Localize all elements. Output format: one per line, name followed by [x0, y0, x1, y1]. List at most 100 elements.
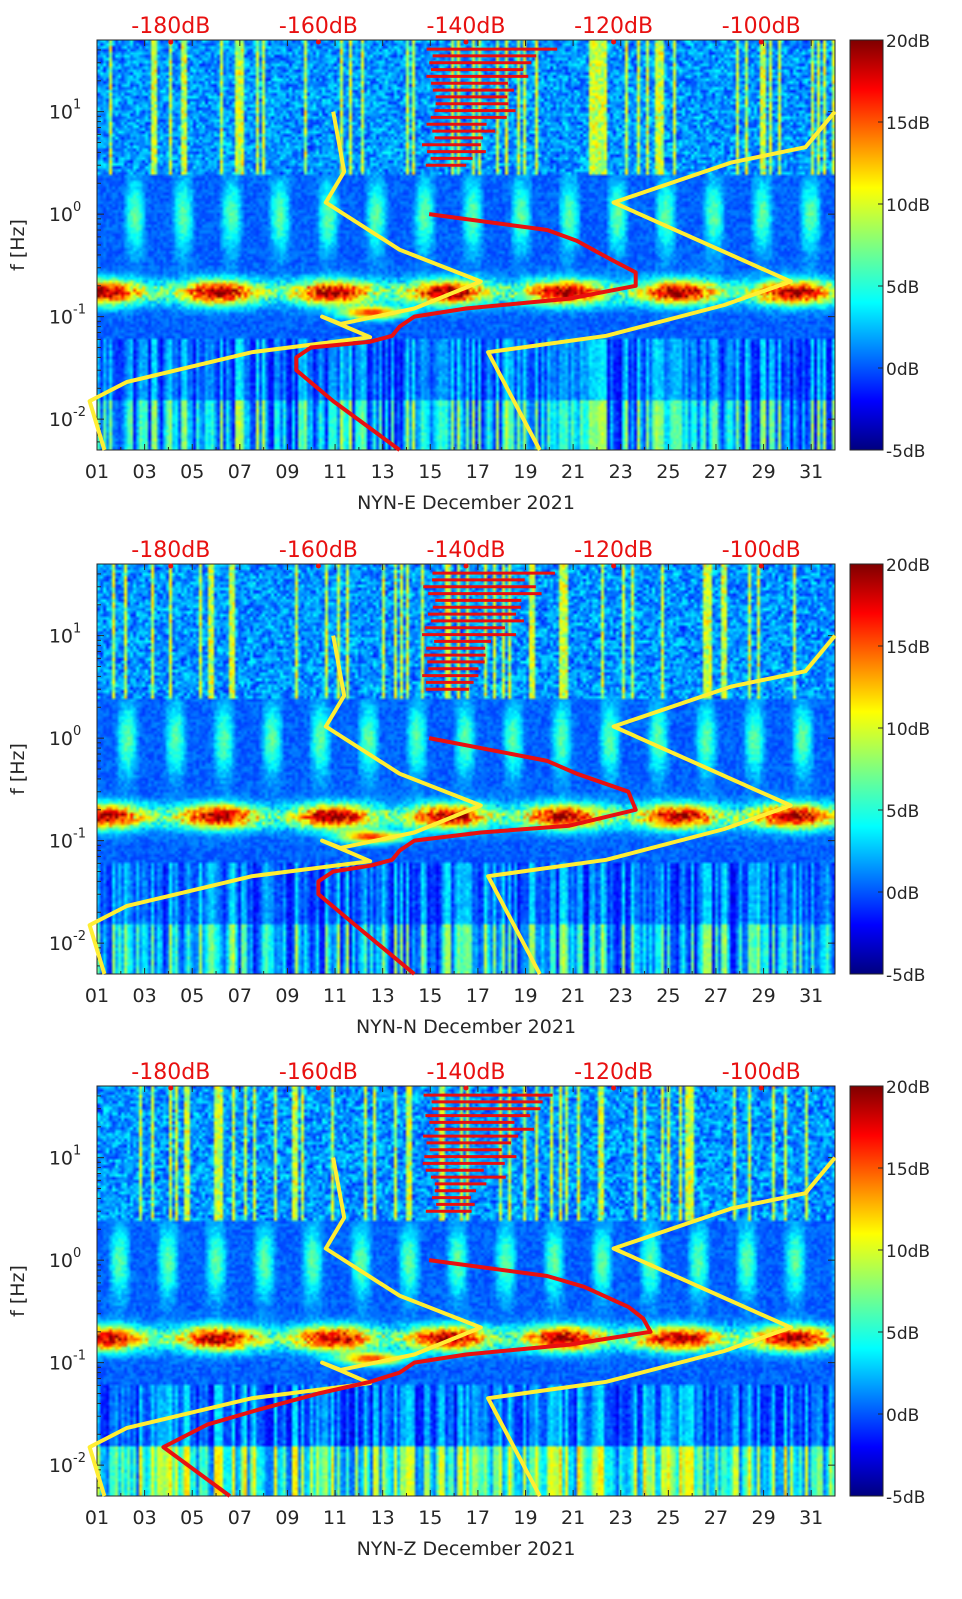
- colorbar: 20dB 15dB 10dB 5dB 0dB -5dB: [849, 556, 930, 986]
- colorbar-tick-label: 20dB: [886, 1078, 930, 1098]
- colorbar-tick-label: -5dB: [886, 442, 925, 462]
- x-tick-label: 21: [561, 461, 585, 483]
- y-tick-label: 10: [49, 204, 73, 226]
- y-axis-label: f [Hz]: [7, 743, 29, 795]
- y-tick-label: 10: [49, 102, 73, 124]
- colorbar-gradient: [849, 1085, 884, 1497]
- x-tick-label: 17: [466, 985, 490, 1007]
- colorbar-tick-label: 15dB: [886, 1160, 930, 1180]
- upper-noise-model-line: [87, 111, 483, 451]
- x-axis-label: NYN-E December 2021: [357, 492, 575, 514]
- x-tick-label: 13: [371, 1507, 395, 1529]
- y-tick-exponent: 0: [73, 724, 81, 739]
- y-tick-label: 10: [49, 307, 73, 329]
- x-tick-label: 13: [371, 985, 395, 1007]
- colorbar-tick-label: 5dB: [886, 278, 919, 298]
- x-tick-label: 07: [228, 461, 252, 483]
- x-tick-label: 15: [418, 461, 442, 483]
- x-tick-label: 29: [751, 985, 775, 1007]
- lower-noise-model-line: [486, 634, 837, 975]
- upper-noise-model-line: [87, 635, 483, 975]
- psd-percentile-line: [294, 212, 638, 452]
- y-tick-exponent: -2: [73, 1451, 86, 1466]
- colorbar-tick-label: 10dB: [886, 1242, 930, 1262]
- top-db-label: -160dB: [279, 538, 358, 563]
- lower-noise-model-line: [486, 1156, 837, 1497]
- top-db-marker: [315, 1085, 321, 1091]
- y-tick-exponent: -2: [73, 929, 86, 944]
- x-tick-label: 23: [609, 461, 633, 483]
- colorbar-gradient: [849, 39, 884, 451]
- colorbar: 20dB 15dB 10dB 5dB 0dB -5dB: [849, 1078, 930, 1508]
- colorbar: 20dB 15dB 10dB 5dB 0dB -5dB: [849, 32, 930, 462]
- top-db-marker: [463, 563, 469, 569]
- x-tick-label: 27: [704, 1507, 728, 1529]
- y-tick-exponent: -1: [73, 303, 86, 318]
- top-db-marker: [315, 39, 321, 45]
- psd-high-frequency-comb: [422, 1093, 553, 1213]
- top-db-label: -120dB: [574, 538, 653, 563]
- x-tick-label: 29: [751, 1507, 775, 1529]
- y-axis-label: f [Hz]: [7, 1265, 29, 1317]
- x-tick-label: 31: [799, 1507, 823, 1529]
- x-tick-label: 31: [799, 461, 823, 483]
- x-tick-label: 01: [85, 985, 109, 1007]
- x-tick-label: 03: [133, 461, 157, 483]
- colorbar-gradient: [849, 563, 884, 975]
- colorbar-tick-label: 0dB: [886, 360, 919, 380]
- x-tick-label: 27: [704, 461, 728, 483]
- top-db-marker: [758, 563, 764, 569]
- colorbar-tick-label: 5dB: [886, 1324, 919, 1344]
- colorbar-tick-label: 0dB: [886, 884, 919, 904]
- psd-percentile-line: [161, 1258, 653, 1498]
- top-db-marker: [168, 39, 174, 45]
- y-tick-label: 10: [49, 1148, 73, 1170]
- x-tick-label: 21: [561, 1507, 585, 1529]
- x-tick-label: 21: [561, 985, 585, 1007]
- x-tick-label: 17: [466, 1507, 490, 1529]
- x-tick-label: 25: [656, 1507, 680, 1529]
- colorbar-tick-label: 0dB: [886, 1406, 919, 1426]
- top-db-marker: [611, 1085, 617, 1091]
- top-db-marker: [463, 39, 469, 45]
- x-tick-label: 23: [609, 1507, 633, 1529]
- y-tick-label: 10: [49, 1250, 73, 1272]
- x-tick-label: 23: [609, 985, 633, 1007]
- x-tick-label: 15: [418, 985, 442, 1007]
- top-db-label: -140dB: [427, 1060, 506, 1085]
- y-tick-label: 10: [49, 933, 73, 955]
- y-tick-exponent: 1: [73, 622, 81, 637]
- y-tick-label: 10: [49, 831, 73, 853]
- psd-percentile-line: [316, 736, 638, 976]
- top-db-marker: [611, 563, 617, 569]
- top-db-label: -140dB: [427, 538, 506, 563]
- y-tick-label: 10: [49, 1455, 73, 1477]
- spectrogram-image: [97, 1086, 835, 1496]
- top-db-label: -180dB: [131, 1060, 210, 1085]
- y-tick-exponent: 1: [73, 1144, 81, 1159]
- colorbar-tick-label: 20dB: [886, 32, 930, 52]
- top-db-label: -100dB: [722, 1060, 801, 1085]
- spectrogram-image: [97, 564, 835, 974]
- x-tick-label: 05: [180, 985, 204, 1007]
- x-tick-label: 09: [275, 1507, 299, 1529]
- y-tick-label: 10: [49, 728, 73, 750]
- colorbar-tick-label: 10dB: [886, 720, 930, 740]
- top-db-marker: [463, 1085, 469, 1091]
- y-axis-label: f [Hz]: [7, 219, 29, 271]
- x-tick-label: 05: [180, 1507, 204, 1529]
- top-db-label: -120dB: [574, 1060, 653, 1085]
- top-db-marker: [315, 563, 321, 569]
- y-tick-exponent: -1: [73, 827, 86, 842]
- x-tick-label: 11: [323, 461, 347, 483]
- x-axis-label: NYN-N December 2021: [356, 1016, 576, 1038]
- x-tick-label: 15: [418, 1507, 442, 1529]
- y-tick-exponent: 1: [73, 98, 81, 113]
- top-db-marker: [611, 39, 617, 45]
- x-tick-label: 07: [228, 985, 252, 1007]
- y-tick-label: 10: [49, 409, 73, 431]
- colorbar-tick-label: -5dB: [886, 966, 925, 986]
